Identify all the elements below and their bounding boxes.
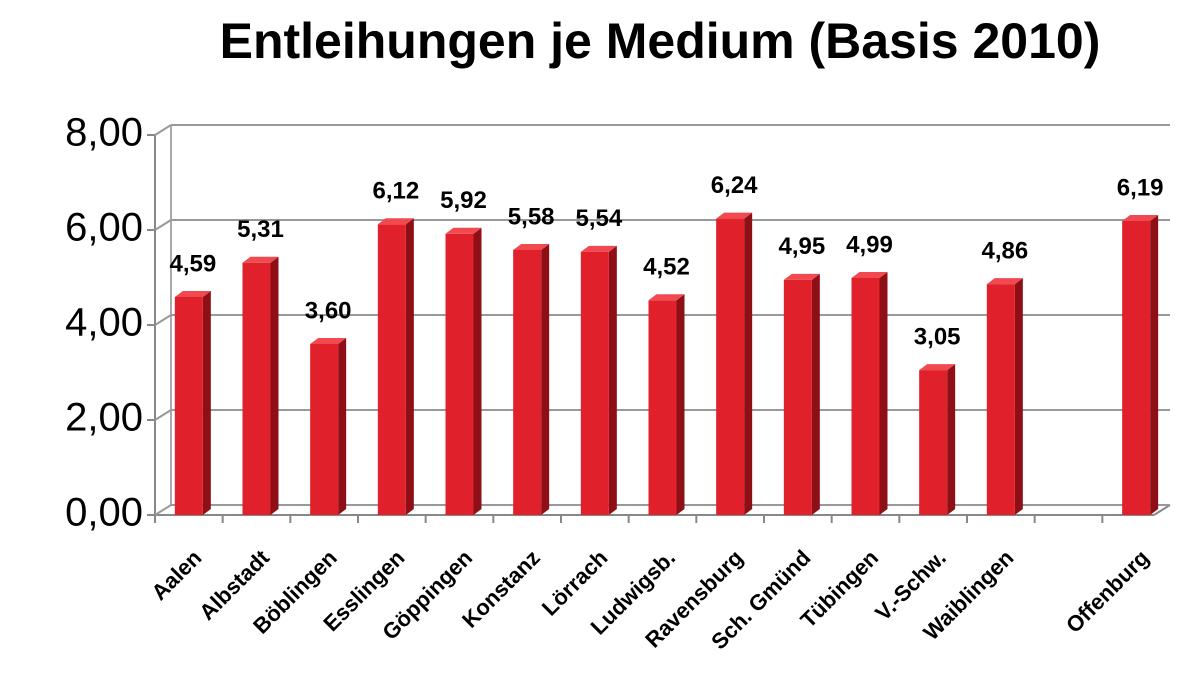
y-tick-label: 4,00: [65, 301, 143, 345]
bar-side: [744, 212, 753, 515]
bar-top: [377, 218, 414, 225]
bar-side: [405, 218, 414, 516]
bar-side: [879, 271, 888, 515]
bar-top: [1122, 214, 1159, 221]
y-tick-label: 8,00: [65, 111, 143, 155]
value-label: 6,24: [711, 172, 758, 199]
grid-line-side: [154, 409, 172, 421]
y-tick-label: 0,00: [65, 491, 143, 535]
bar-top: [310, 338, 347, 344]
bar: [716, 218, 745, 515]
bar: [242, 262, 271, 515]
value-label: 5,58: [508, 203, 555, 230]
bar-side: [608, 245, 617, 515]
bar-top: [648, 294, 685, 301]
bar-side: [541, 243, 550, 515]
value-label: 4,95: [778, 233, 825, 260]
value-label: 5,92: [440, 187, 487, 214]
bar-top: [513, 243, 550, 250]
bar-top: [445, 227, 482, 234]
bar-top: [580, 245, 617, 252]
value-label: 3,60: [305, 297, 352, 324]
value-label: 3,05: [914, 323, 961, 350]
x-tick-label: Offenburg: [1061, 545, 1154, 638]
bar: [377, 224, 406, 516]
bar-side: [811, 273, 820, 515]
x-tick-label: Aalen: [146, 545, 206, 605]
floor-edge: [1153, 504, 1171, 516]
bar-top: [919, 364, 956, 371]
bar: [310, 344, 339, 515]
value-label: 4,59: [169, 250, 216, 277]
bar: [1122, 220, 1151, 515]
value-label: 6,19: [1117, 174, 1164, 201]
bar: [445, 233, 474, 516]
grid-line-side: [154, 314, 172, 326]
bar-top: [242, 256, 279, 263]
bar: [174, 296, 203, 515]
bar-side: [338, 338, 347, 515]
bar-side: [947, 364, 956, 515]
bar-side: [473, 227, 482, 516]
bar: [986, 284, 1015, 515]
bar-side: [676, 294, 685, 515]
bar-top: [716, 212, 753, 219]
bar: [513, 249, 542, 515]
bar: [851, 277, 880, 515]
value-label: 6,12: [372, 178, 419, 205]
bar: [580, 251, 609, 515]
bar: [783, 279, 812, 515]
bar-side: [202, 290, 211, 515]
bar-side: [270, 256, 279, 515]
bar: [919, 370, 948, 515]
grid-line-side: [154, 504, 172, 516]
value-label: 4,52: [643, 254, 690, 281]
bar-top: [986, 278, 1023, 285]
y-tick-label: 2,00: [65, 396, 143, 440]
value-label: 5,31: [237, 216, 284, 243]
value-label: 5,54: [575, 205, 622, 232]
bar-top: [783, 273, 820, 280]
bar: [648, 300, 677, 515]
grid-line-side: [154, 124, 172, 136]
value-label: 4,86: [981, 237, 1028, 264]
y-tick-label: 6,00: [65, 206, 143, 250]
value-label: 4,99: [846, 231, 893, 258]
bar-side: [1150, 214, 1159, 515]
chart-title: Entleihungen je Medium (Basis 2010): [220, 13, 1101, 69]
bar-top: [174, 290, 211, 297]
grid-line-side: [154, 219, 172, 231]
bar-side: [1014, 278, 1023, 515]
bar-top: [851, 271, 888, 278]
